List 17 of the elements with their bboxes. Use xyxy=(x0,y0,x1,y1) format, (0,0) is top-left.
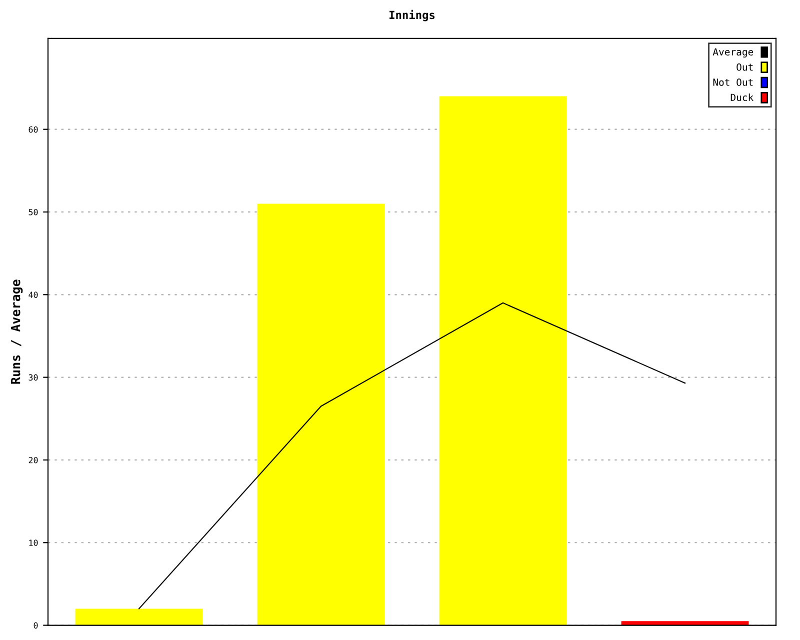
legend-label: Not Out xyxy=(713,78,753,86)
legend-label: Average xyxy=(712,48,754,58)
legend-label: Out xyxy=(736,63,753,71)
bar xyxy=(439,96,567,626)
y-tick-label: 20 xyxy=(28,456,38,464)
y-tick-label: 50 xyxy=(28,208,38,216)
y-tick-label: 0 xyxy=(34,622,38,629)
y-tick-label: 60 xyxy=(28,126,38,133)
y-tick-label: 40 xyxy=(28,292,38,298)
y-tick-label: 30 xyxy=(28,374,38,381)
line-series xyxy=(138,302,686,610)
chart-title: Innings xyxy=(390,10,435,22)
bar xyxy=(75,608,203,626)
y-tick-label: 10 xyxy=(29,540,38,546)
legend-label: Duck xyxy=(730,94,754,102)
y-axis-title: Runs / Average xyxy=(10,280,23,384)
bar xyxy=(257,204,385,626)
